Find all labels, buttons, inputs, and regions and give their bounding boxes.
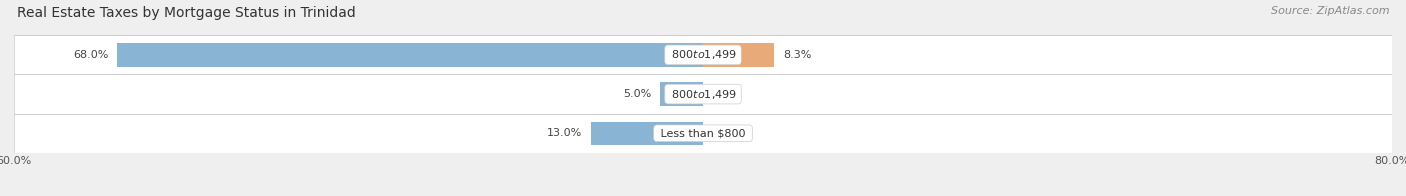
Text: 8.3%: 8.3%	[783, 50, 811, 60]
Text: 0.0%: 0.0%	[711, 128, 740, 138]
Bar	[14, 35, 1392, 74]
Text: $800 to $1,499: $800 to $1,499	[668, 88, 738, 101]
Text: 5.0%: 5.0%	[623, 89, 651, 99]
Text: 13.0%: 13.0%	[547, 128, 582, 138]
Bar	[14, 114, 1392, 153]
Text: 0.0%: 0.0%	[711, 89, 740, 99]
Text: 68.0%: 68.0%	[73, 50, 108, 60]
Bar	[703, 43, 775, 67]
Bar	[14, 74, 1392, 114]
Bar	[659, 82, 703, 106]
Bar	[591, 122, 703, 145]
Text: Source: ZipAtlas.com: Source: ZipAtlas.com	[1271, 6, 1389, 16]
Text: Less than $800: Less than $800	[657, 128, 749, 138]
Bar	[117, 43, 703, 67]
Text: Real Estate Taxes by Mortgage Status in Trinidad: Real Estate Taxes by Mortgage Status in …	[17, 6, 356, 20]
Text: $800 to $1,499: $800 to $1,499	[668, 48, 738, 61]
